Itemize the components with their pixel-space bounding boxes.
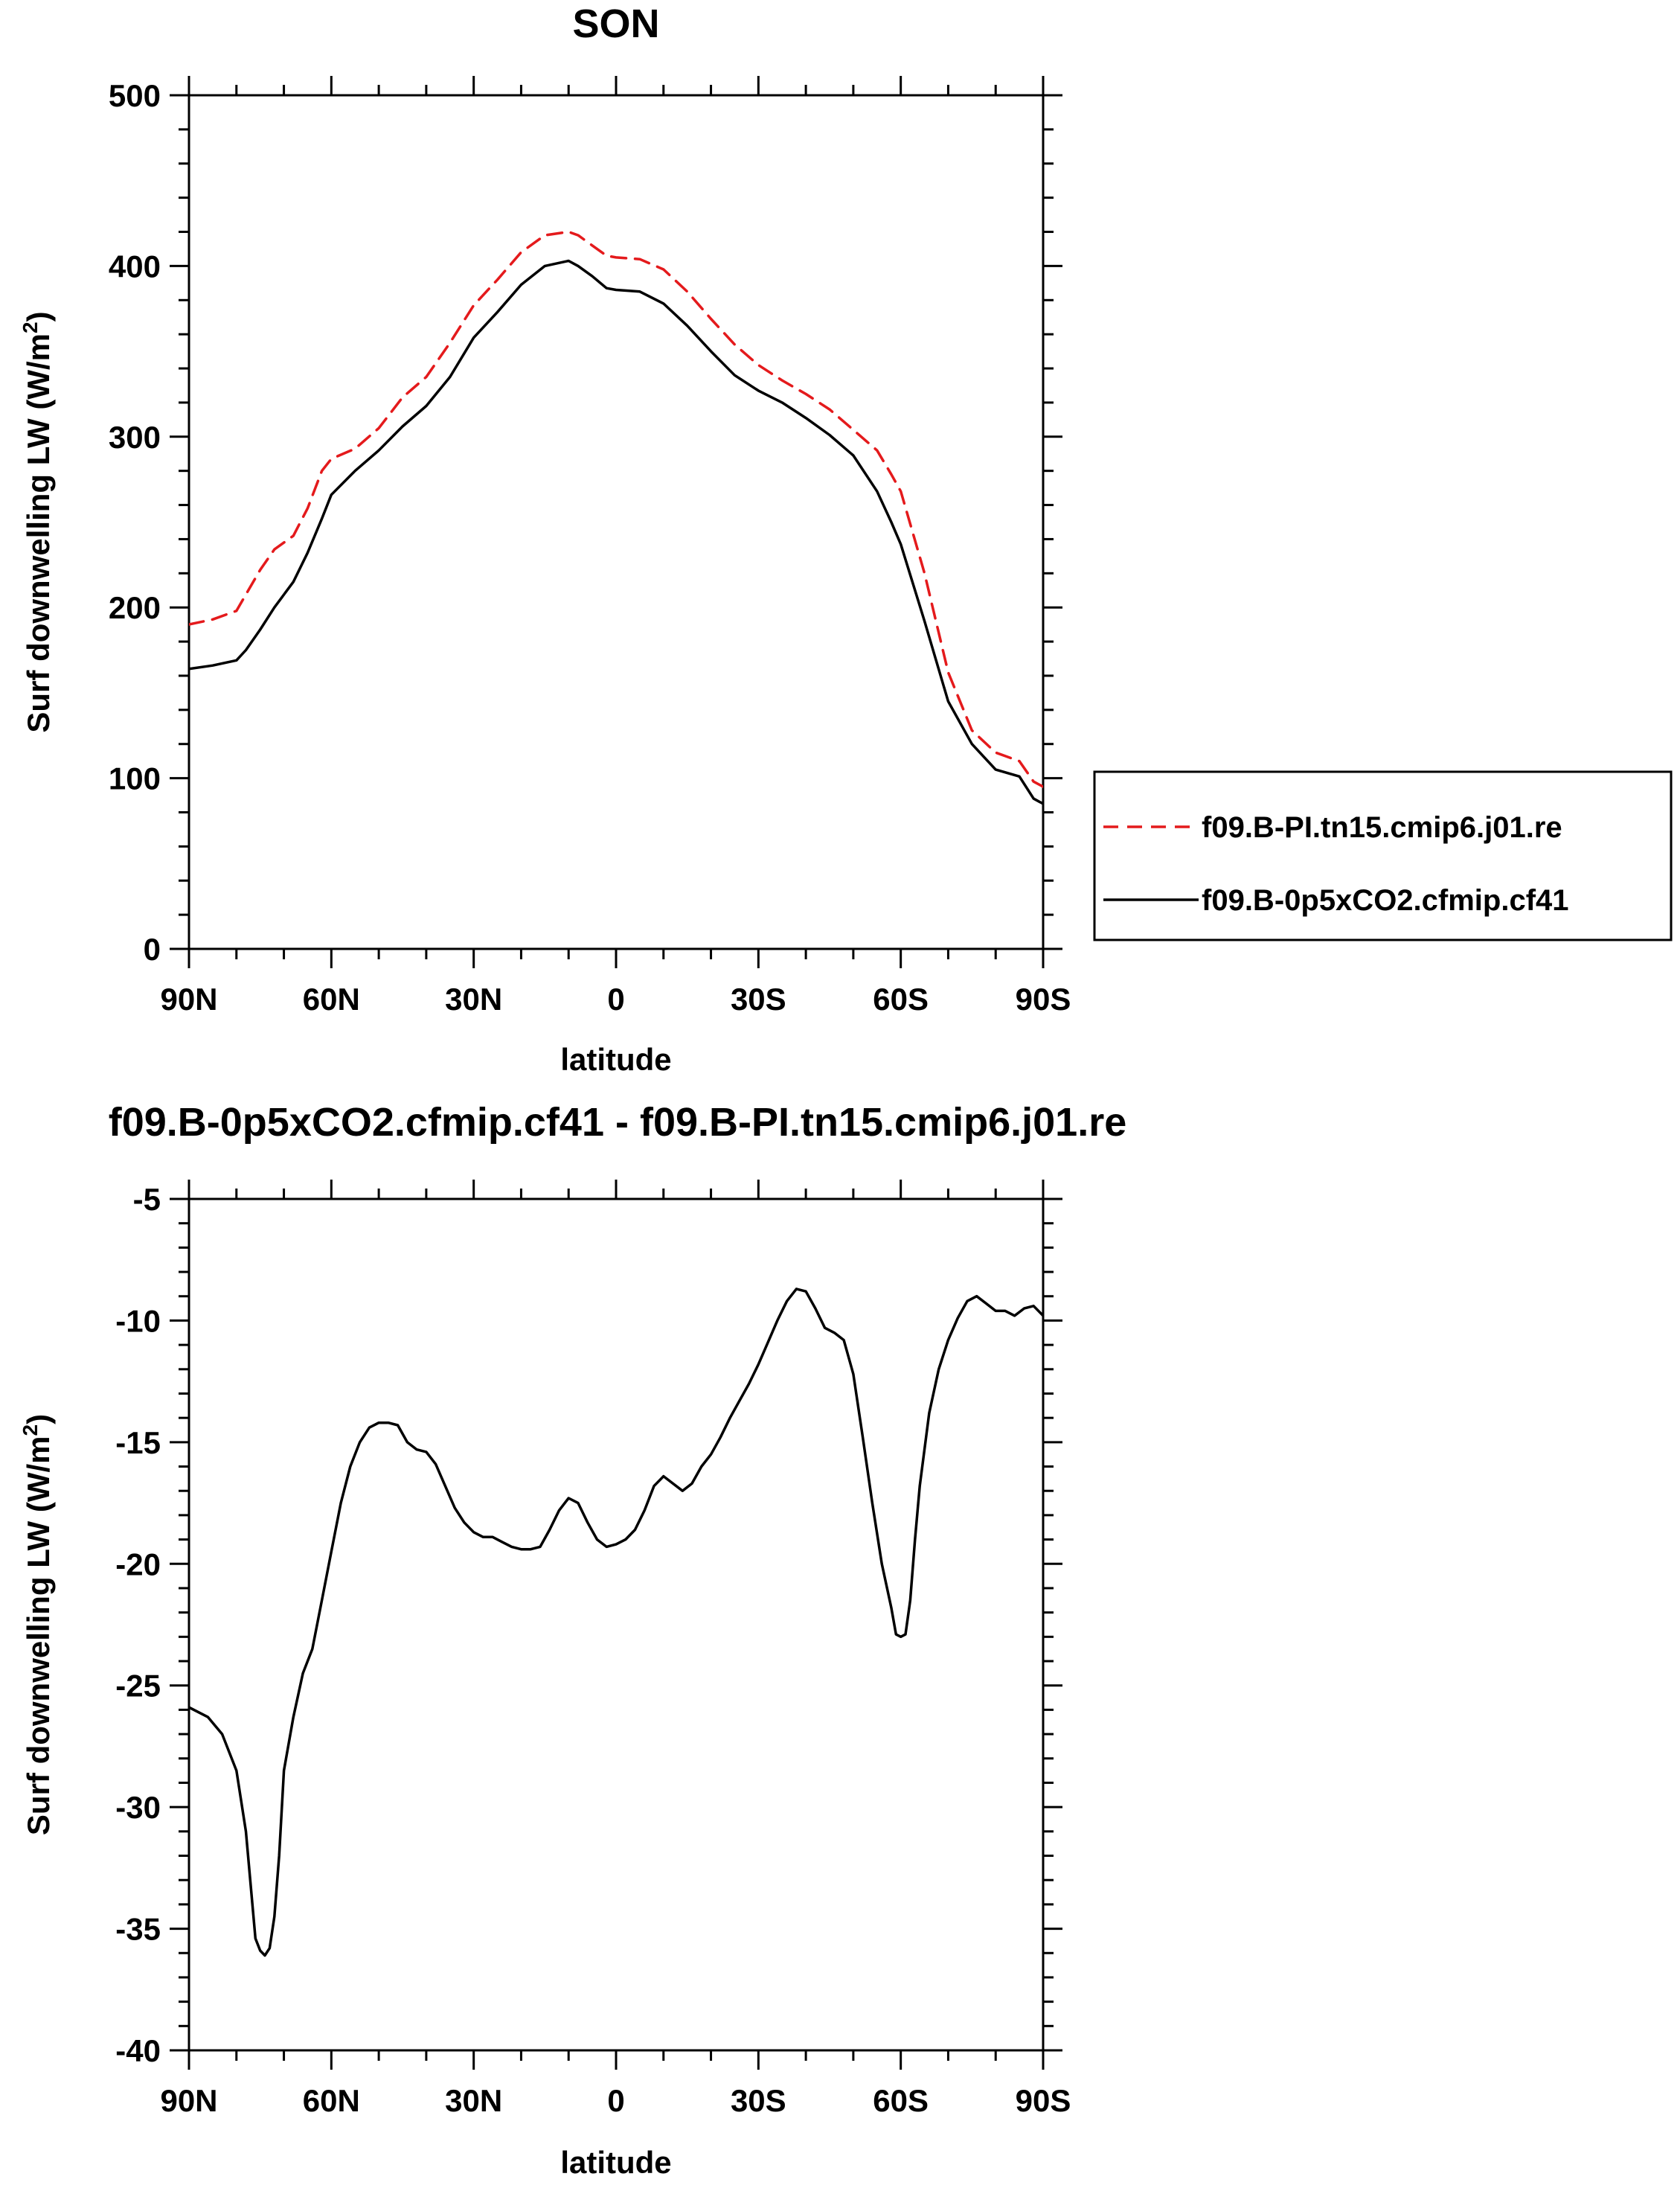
x-tick-label: 60S bbox=[873, 982, 929, 1017]
y-tick-label: 300 bbox=[109, 420, 161, 455]
y-axis-label-text: Surf downwelling LW (W/m bbox=[21, 333, 56, 733]
y-tick-label: 500 bbox=[109, 78, 161, 113]
y-axis-label: Surf downwelling LW (W/m2) bbox=[19, 311, 56, 732]
x-tick-label: 30S bbox=[731, 982, 786, 1017]
chart-title: SON bbox=[572, 1, 659, 46]
chart-title: f09.B-0p5xCO2.cfmip.cf41 - f09.B-PI.tn15… bbox=[109, 1100, 1127, 1145]
x-tick-label: 60N bbox=[303, 982, 360, 1017]
y-tick-label: 200 bbox=[109, 590, 161, 625]
series-line-0 bbox=[189, 230, 1043, 788]
x-tick-label: 30S bbox=[731, 2083, 786, 2118]
x-axis-label: latitude bbox=[560, 2145, 671, 2180]
x-axis-label: latitude bbox=[560, 1042, 671, 1077]
x-tick-label: 90N bbox=[160, 982, 217, 1017]
top-panel: SON 0 100 200 300 400 500 90N 60N 30N 0 30S 60S 90S la… bbox=[19, 1, 1673, 1077]
y-tick-label: -5 bbox=[133, 1182, 161, 1217]
legend-label: f09.B-PI.tn15.cmip6.j01.re bbox=[1202, 811, 1562, 844]
legend-box bbox=[1093, 770, 1673, 941]
y-tick-label: -20 bbox=[115, 1547, 161, 1581]
y-axis-label-close: ) bbox=[21, 1414, 56, 1424]
y-tick-label: -15 bbox=[115, 1425, 161, 1460]
series-line-1 bbox=[189, 259, 1043, 805]
y-tick-label: 100 bbox=[109, 761, 161, 796]
y-tick-label: -40 bbox=[115, 2033, 161, 2068]
y-axis-label-text: Surf downwelling LW (W/m bbox=[21, 1436, 56, 1835]
y-tick-label: 0 bbox=[144, 932, 161, 967]
y-axis-label: Surf downwelling LW (W/m2) bbox=[19, 1414, 56, 1835]
x-tick-label: 60N bbox=[303, 2083, 360, 2118]
y-tick-label: -35 bbox=[115, 1912, 161, 1947]
series-line-0 bbox=[189, 1288, 1043, 1957]
x-tick-label: 0 bbox=[607, 982, 624, 1017]
bottom-panel: f09.B-0p5xCO2.cfmip.cf41 - f09.B-PI.tn15… bbox=[19, 1100, 1126, 2180]
x-tick-label: 90N bbox=[160, 2083, 217, 2118]
y-tick-label: -25 bbox=[115, 1669, 161, 1704]
y-axis-label-close: ) bbox=[21, 311, 56, 322]
x-tick-label: 0 bbox=[607, 2083, 624, 2118]
x-tick-label: 90S bbox=[1016, 2083, 1071, 2118]
x-tick-label: 90S bbox=[1016, 982, 1071, 1017]
y-tick-label: -30 bbox=[115, 1790, 161, 1825]
y-axis-label-superscript: 2 bbox=[19, 322, 42, 333]
y-axis-label-superscript: 2 bbox=[19, 1424, 42, 1436]
x-tick-label: 30N bbox=[445, 2083, 502, 2118]
x-tick-label: 60S bbox=[873, 2083, 929, 2118]
y-tick-label: 400 bbox=[109, 249, 161, 284]
y-tick-label: -10 bbox=[115, 1303, 161, 1338]
legend-label: f09.B-0p5xCO2.cfmip.cf41 bbox=[1202, 884, 1569, 917]
x-tick-label: 30N bbox=[445, 982, 502, 1017]
plot-frame bbox=[187, 94, 1045, 950]
